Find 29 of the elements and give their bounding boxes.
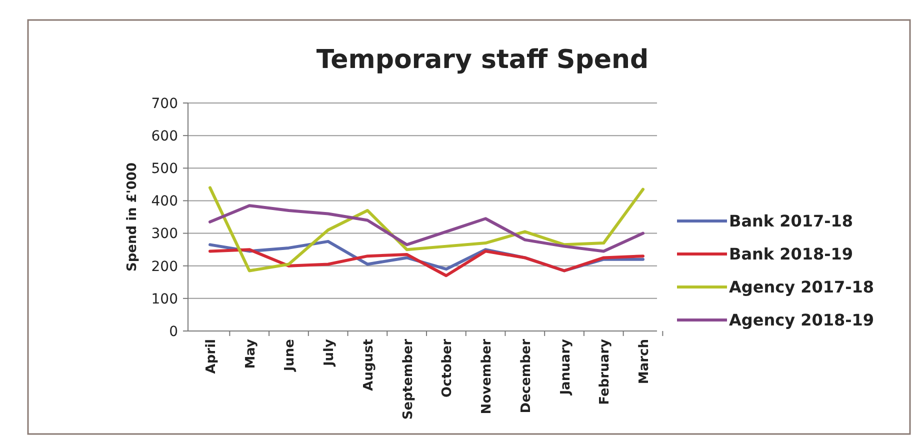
- y-tick-label: 0: [169, 324, 178, 340]
- chart-title: Temporary staff Spend: [316, 45, 649, 75]
- x-tick-label: January: [558, 338, 574, 396]
- x-tick-label: September: [400, 338, 416, 420]
- x-tick-label: June: [282, 338, 298, 372]
- y-tick-label: 700: [151, 96, 178, 112]
- x-tick-label: February: [598, 338, 613, 405]
- y-tick-label: 600: [151, 128, 178, 144]
- x-tick-label: December: [518, 338, 534, 414]
- x-tick-label: October: [440, 338, 456, 398]
- y-tick-label: 300: [151, 226, 178, 242]
- y-tick-label: 100: [151, 291, 178, 308]
- line-series: [208, 186, 644, 272]
- legend-label: Agency 2017-18: [729, 278, 874, 297]
- x-tick-label: November: [480, 338, 495, 414]
- y-tick-label: 400: [151, 194, 178, 210]
- x-tick-label: March: [637, 339, 652, 384]
- y-tick-label: 200: [151, 258, 178, 275]
- x-tick-label: April: [204, 339, 219, 374]
- y-tick-label: 500: [151, 161, 178, 178]
- x-tick-label: May: [243, 338, 258, 369]
- x-tick-label: August: [361, 339, 376, 391]
- x-tick-label: July: [322, 338, 338, 368]
- line-series: [208, 204, 644, 253]
- line-series: [208, 248, 644, 278]
- legend-label: Agency 2018-19: [729, 310, 874, 330]
- y-axis-title: Spend in £'000: [125, 162, 140, 272]
- legend-label: Bank 2018-19: [729, 244, 854, 264]
- legend-label: Bank 2017-18: [729, 212, 854, 231]
